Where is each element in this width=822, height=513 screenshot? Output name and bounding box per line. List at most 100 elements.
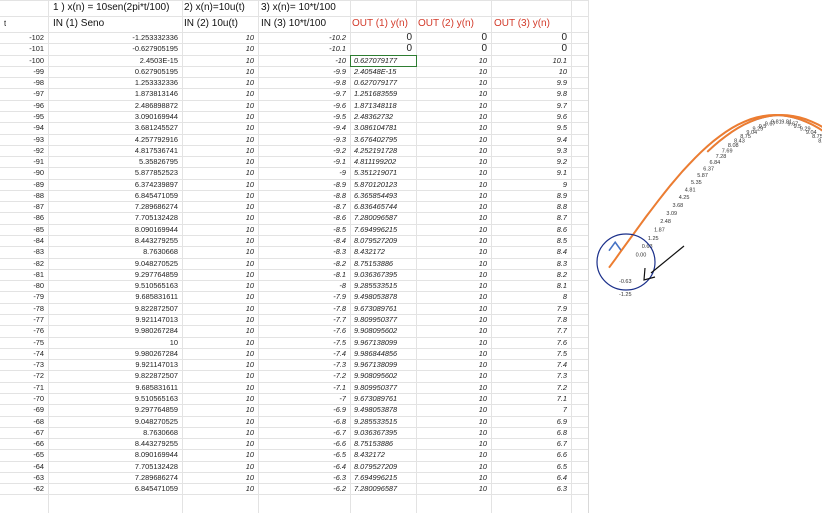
cell-o3[interactable]: 8.4 <box>556 247 567 257</box>
cell-o1[interactable]: 9.809950377 <box>354 382 398 392</box>
cell-in3[interactable]: -8.7 <box>333 202 346 212</box>
cell-in1[interactable]: 9.048270525 <box>134 416 178 426</box>
cell-o1[interactable]: 2.48362732 <box>354 111 394 121</box>
cell-o2[interactable]: 10 <box>478 213 487 223</box>
cell-in2[interactable]: 10 <box>245 111 254 121</box>
cell-in2[interactable]: 10 <box>245 213 254 223</box>
cell-in1[interactable]: 8.443279255 <box>134 439 178 449</box>
cell-o2[interactable]: 10 <box>478 157 487 167</box>
cell-t[interactable]: -67 <box>33 427 44 437</box>
cell-in2[interactable]: 10 <box>245 427 254 437</box>
cell-in2[interactable]: 10 <box>245 337 254 347</box>
cell-t[interactable]: -98 <box>33 78 44 88</box>
cell-in1[interactable]: 7.705132428 <box>134 461 178 471</box>
cell-in2[interactable]: 10 <box>245 450 254 460</box>
cell-in3[interactable]: -6.6 <box>333 439 346 449</box>
cell-in3[interactable]: -7.3 <box>333 360 346 370</box>
cell-t[interactable]: -81 <box>33 269 44 279</box>
cell-o3[interactable]: 10 <box>558 66 567 76</box>
cell-t[interactable]: -84 <box>33 236 44 246</box>
cell-o1[interactable]: 7.694996215 <box>354 224 398 234</box>
cell-in1[interactable]: 2.486898872 <box>134 100 178 110</box>
cell-in2[interactable]: 10 <box>245 484 254 494</box>
cell-in2[interactable]: 10 <box>245 202 254 212</box>
cell-o2[interactable]: 10 <box>478 78 487 88</box>
cell-in3[interactable]: -7.9 <box>333 292 346 302</box>
cell-in1[interactable]: 9.921147013 <box>135 360 178 370</box>
cell-in3[interactable]: -8.8 <box>333 190 346 200</box>
cell-o2[interactable]: 10 <box>478 134 487 144</box>
cell-t[interactable]: -88 <box>33 190 44 200</box>
cell-t[interactable]: -83 <box>33 247 44 257</box>
cell-in2[interactable]: 10 <box>245 405 254 415</box>
cell-o2[interactable]: 10 <box>478 371 487 381</box>
cell-o3[interactable]: 7.8 <box>556 315 567 324</box>
cell-t[interactable]: -95 <box>33 111 44 121</box>
cell-o2[interactable]: 10 <box>478 292 487 302</box>
cell-in1[interactable]: -1.253332336 <box>132 33 178 42</box>
cell-o2[interactable]: 10 <box>478 405 487 415</box>
cell-in1[interactable]: 10 <box>169 337 178 347</box>
cell-t[interactable]: -102 <box>29 33 44 42</box>
cell-o3[interactable]: 7.6 <box>556 337 567 347</box>
cell-in1[interactable]: 0.627905195 <box>134 66 178 76</box>
cell-in1[interactable]: 9.510565163 <box>134 281 178 291</box>
cell-in2[interactable]: 10 <box>245 292 254 302</box>
cell-o3[interactable]: 9.6 <box>556 111 567 121</box>
cell-in2[interactable]: 10 <box>245 303 254 313</box>
cell-in1[interactable]: 9.980267284 <box>134 348 178 358</box>
cell-t[interactable]: -87 <box>33 202 44 212</box>
cell-in1[interactable]: 8.090169944 <box>134 224 178 234</box>
cell-t[interactable]: -63 <box>33 472 44 482</box>
cell-in1[interactable]: 4.257792916 <box>134 134 178 144</box>
cell-in3[interactable]: -9.2 <box>333 145 346 155</box>
cell-in2[interactable]: 10 <box>245 55 254 65</box>
cell-o3[interactable]: 8.2 <box>556 269 567 279</box>
cell-o1[interactable]: 8.432172 <box>354 450 385 460</box>
cell-in3[interactable]: -8 <box>339 281 346 291</box>
cell-o3[interactable]: 0 <box>561 32 567 43</box>
cell-in2[interactable]: 10 <box>245 168 254 178</box>
cell-o1[interactable]: 9.986844856 <box>354 348 398 358</box>
cell-o2[interactable]: 10 <box>478 281 487 291</box>
cell-in2[interactable]: 10 <box>245 247 254 257</box>
cell-o2[interactable]: 10 <box>478 348 487 358</box>
cell-o1[interactable]: 8.079527209 <box>354 236 398 246</box>
header-g[interactable]: OUT (3) y(n) <box>494 18 550 29</box>
cell-t[interactable]: -65 <box>33 450 44 460</box>
cell-in2[interactable]: 10 <box>245 33 254 42</box>
cell-in3[interactable]: -9.9 <box>333 66 346 76</box>
cell-o3[interactable]: 9 <box>562 179 567 189</box>
cell-o1[interactable]: 8.432172 <box>354 247 385 257</box>
cell-in3[interactable]: -8.3 <box>333 247 346 257</box>
cell-in1[interactable]: 1.873813146 <box>134 89 178 99</box>
cell-o1[interactable]: 0 <box>406 43 412 55</box>
cell-in3[interactable]: -6.3 <box>333 472 346 482</box>
header-t[interactable]: t <box>4 19 7 28</box>
header-f[interactable]: OUT (2) y(n) <box>418 18 474 29</box>
cell-o1[interactable]: 2.40548E-15 <box>354 66 397 76</box>
cell-o3[interactable]: 8.1 <box>556 281 567 291</box>
cell-o2[interactable]: 10 <box>478 145 487 155</box>
cell-o1[interactable]: 9.498053878 <box>354 292 398 302</box>
cell-o2[interactable]: 10 <box>478 337 487 347</box>
cell-in1[interactable]: 5.35826795 <box>138 157 178 167</box>
header-b[interactable]: IN (1) Seno <box>53 18 105 29</box>
cell-t[interactable]: -97 <box>33 89 44 99</box>
cell-o2[interactable]: 10 <box>478 190 487 200</box>
cell-o1[interactable]: 9.967138099 <box>354 337 398 347</box>
cell-in3[interactable]: -9.3 <box>333 134 346 144</box>
cell-o2[interactable]: 10 <box>478 472 487 482</box>
cell-o3[interactable]: 8 <box>562 292 567 302</box>
cell-in2[interactable]: 10 <box>245 371 254 381</box>
cell-o3[interactable]: 10.1 <box>552 55 567 65</box>
cell-in3[interactable]: -8.6 <box>333 213 346 223</box>
cell-o1[interactable]: 9.285533515 <box>354 416 398 426</box>
header-formula-3[interactable]: 3) x(n)= 10*t/100 <box>261 2 336 13</box>
cell-o2[interactable]: 0 <box>481 32 487 43</box>
cell-in2[interactable]: 10 <box>245 315 254 324</box>
cell-o3[interactable]: 7.9 <box>556 303 567 313</box>
cell-t[interactable]: -64 <box>33 461 44 471</box>
cell-in1[interactable]: 6.845471059 <box>134 484 178 494</box>
cell-o1[interactable]: 9.036367395 <box>354 269 398 279</box>
